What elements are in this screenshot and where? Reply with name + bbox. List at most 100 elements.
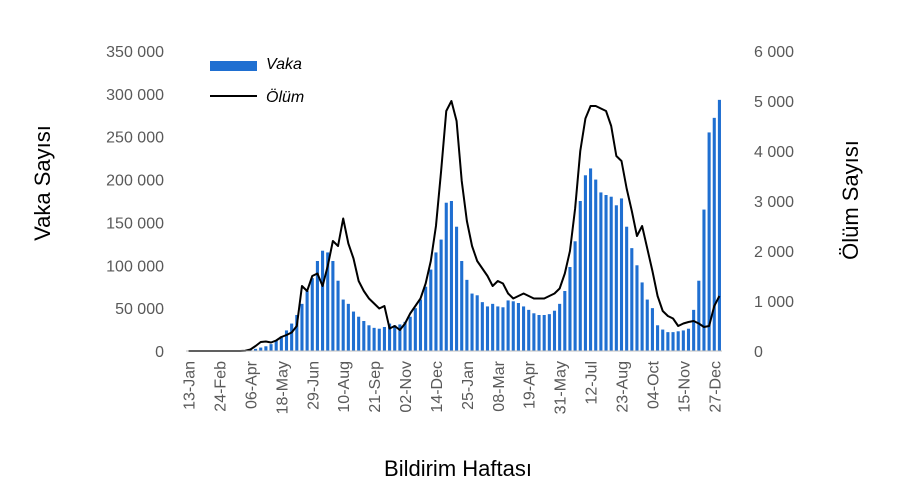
y-left-tick-label: 0 — [155, 344, 164, 361]
bar-vaka — [712, 117, 716, 351]
bar-vaka — [269, 344, 273, 351]
x-tick-label: 18-May — [274, 361, 291, 414]
x-tick-label: 04-Oct — [645, 360, 662, 409]
bar-vaka — [506, 300, 510, 351]
right-axis-title: Ölüm Sayısı — [838, 140, 863, 260]
x-tick-label: 31-May — [553, 361, 570, 414]
bar-vaka — [640, 282, 644, 351]
left-axis-title: Vaka Sayısı — [30, 125, 55, 241]
x-tick-label: 29-Jun — [305, 361, 322, 410]
legend-label-olum: Ölüm — [266, 88, 304, 106]
bar-vaka — [264, 346, 268, 351]
bar-vaka — [573, 241, 577, 351]
y-left-tick-label: 200 000 — [106, 173, 164, 190]
legend-swatch-vaka — [210, 61, 257, 71]
bar-vaka — [403, 321, 407, 351]
bar-vaka — [547, 314, 551, 351]
bar-vaka — [552, 310, 557, 351]
bar-vaka — [398, 324, 402, 351]
bar-vaka — [367, 325, 371, 351]
bar-vaka — [676, 331, 680, 351]
bar-vaka — [485, 306, 490, 351]
bar-vaka — [336, 280, 340, 351]
bar-vaka — [681, 330, 685, 351]
x-tick-label: 12-Jul — [584, 361, 601, 405]
x-tick-label: 13-Jan — [182, 361, 199, 410]
bar-vaka — [372, 327, 376, 351]
bar-vaka — [558, 303, 562, 351]
x-tick-label: 27-Dec — [707, 361, 724, 413]
line-olum — [188, 100, 721, 352]
bar-vaka — [625, 226, 629, 351]
bar-vaka — [532, 313, 536, 351]
bar-vaka — [661, 329, 665, 351]
y-right-tick-label: 0 — [754, 344, 763, 361]
bar-vaka — [501, 307, 505, 351]
bar-vaka — [542, 315, 546, 351]
bar-vaka — [326, 252, 330, 351]
bar-vaka — [279, 336, 283, 351]
bar-vaka — [686, 328, 691, 351]
y-right-tick-label: 2 000 — [754, 244, 794, 261]
y-left-tick-label: 150 000 — [106, 215, 164, 232]
bar-vaka — [522, 306, 526, 351]
bar-vaka — [568, 267, 572, 351]
bar-vaka — [496, 306, 500, 351]
x-tick-label: 02-Nov — [398, 361, 415, 413]
bar-vaka — [614, 205, 618, 351]
x-tick-label: 21-Sep — [367, 361, 384, 413]
bar-vaka — [315, 261, 319, 351]
bar-vaka — [408, 316, 412, 351]
bar-vaka — [362, 321, 366, 351]
bar-vaka — [666, 332, 670, 351]
bar-vaka — [537, 315, 541, 351]
y-left-tick-label: 50 000 — [115, 301, 164, 318]
bar-vaka — [578, 201, 582, 351]
y-right-tick-label: 3 000 — [754, 194, 794, 211]
x-tick-label: 08-Mar — [491, 360, 508, 411]
x-tick-label: 14-Dec — [429, 361, 446, 413]
bar-vaka — [697, 280, 701, 351]
bar-vaka — [707, 132, 711, 351]
bar-vaka — [475, 295, 479, 351]
bar-vaka — [346, 303, 350, 351]
bar-vaka — [645, 299, 649, 351]
bar-vaka — [619, 198, 624, 351]
bar-vaka — [609, 196, 613, 351]
bar-vaka — [331, 261, 335, 351]
bar-series-group — [243, 99, 721, 351]
bar-vaka — [393, 325, 397, 351]
x-tick-label: 25-Jan — [460, 361, 477, 410]
bar-vaka — [388, 323, 392, 351]
bar-vaka — [583, 175, 587, 351]
y-left-tick-label: 250 000 — [106, 130, 164, 147]
bar-vaka — [516, 303, 520, 351]
bar-vaka — [284, 330, 289, 351]
left-y-axis-ticks: 0 50 000 100 000 150 000 200 000 250 000 300 0… — [106, 44, 164, 361]
y-right-tick-label: 1 000 — [754, 294, 794, 311]
bar-vaka — [351, 311, 356, 351]
bar-vaka — [465, 279, 469, 351]
bar-vaka — [444, 202, 448, 351]
bar-vaka — [455, 226, 459, 351]
bar-vaka — [717, 99, 721, 351]
bar-vaka — [413, 308, 417, 351]
bar-vaka — [470, 293, 474, 351]
y-left-tick-label: 100 000 — [106, 258, 164, 275]
line-series-group — [188, 100, 721, 352]
bar-vaka — [305, 291, 309, 351]
bar-vaka — [671, 332, 675, 351]
bar-vaka — [650, 308, 654, 351]
bar-vaka — [491, 303, 495, 351]
bar-vaka — [630, 248, 634, 351]
bar-vaka — [449, 201, 453, 351]
bar-vaka — [290, 323, 294, 351]
y-right-tick-label: 5 000 — [754, 94, 794, 111]
bar-vaka — [382, 327, 386, 351]
bar-vaka — [424, 286, 428, 351]
bar-vaka — [434, 252, 438, 351]
bar-vaka — [563, 291, 567, 351]
y-right-tick-label: 4 000 — [754, 144, 794, 161]
x-tick-label: 15-Nov — [676, 361, 693, 413]
y-left-tick-label: 350 000 — [106, 44, 164, 61]
